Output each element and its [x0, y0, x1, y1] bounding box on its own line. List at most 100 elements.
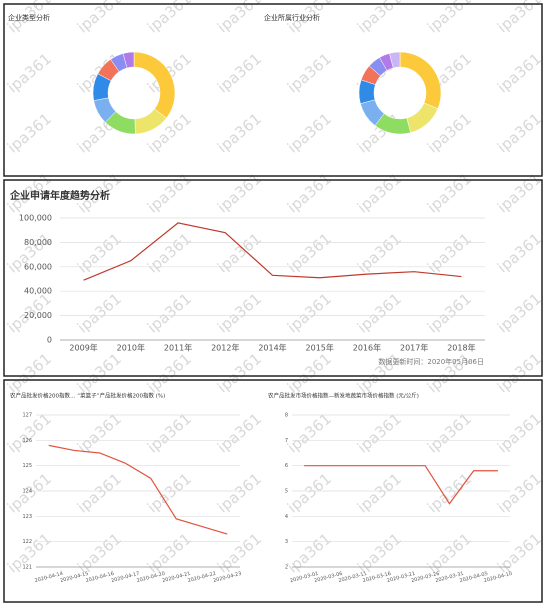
watermark: ipa361 — [354, 230, 405, 277]
watermark: ipa361 — [74, 410, 125, 457]
watermark: ipa361 — [494, 290, 545, 337]
x-tick-label: 2009年 — [69, 343, 97, 353]
line-series — [83, 222, 462, 281]
line-series — [48, 444, 228, 535]
y-tick-label: 122 — [22, 539, 32, 545]
watermark: ipa361 — [4, 110, 55, 157]
panel — [3, 379, 543, 603]
watermark: ipa361 — [74, 290, 125, 337]
watermark: ipa361 — [494, 110, 545, 157]
watermark: ipa361 — [284, 410, 335, 457]
watermark: ipa361 — [144, 230, 195, 277]
chart-title: 企业所属行业分析 — [264, 13, 320, 22]
watermark: ipa361 — [494, 410, 545, 457]
note: 数据更新时间：2020年05月06日 — [378, 357, 484, 366]
y-tick-label: 40,000 — [24, 287, 52, 296]
watermark: ipa361 — [214, 110, 265, 157]
watermark: ipa361 — [214, 530, 265, 577]
x-tick-label: 2014年 — [258, 343, 286, 353]
x-tick-label: 2011年 — [164, 343, 192, 353]
y-tick-label: 121 — [22, 565, 32, 571]
x-tick-label: 2016年 — [353, 343, 381, 353]
watermark: ipa361 — [424, 530, 475, 577]
watermark: ipa361 — [74, 350, 125, 397]
y-tick-label: 80,000 — [24, 238, 52, 247]
y-tick-label: 125 — [22, 463, 32, 469]
watermark: ipa361 — [214, 350, 265, 397]
watermark: ipa361 — [214, 50, 265, 97]
watermark: ipa361 — [74, 0, 125, 37]
panel — [3, 3, 543, 177]
watermark: ipa361 — [214, 410, 265, 457]
panel — [3, 179, 543, 377]
watermark: ipa361 — [214, 470, 265, 517]
chart-title: 企业申请年度趋势分析 — [9, 189, 110, 202]
x-tick-label: 2012年 — [211, 343, 239, 353]
watermark: ipa361 — [354, 530, 405, 577]
donut-slice — [399, 51, 442, 110]
y-tick-label: 6 — [285, 463, 288, 469]
watermark: ipa361 — [284, 290, 335, 337]
donut-slice — [389, 51, 401, 69]
y-tick-label: 60,000 — [24, 262, 52, 271]
x-tick-label: 2015年 — [306, 343, 334, 353]
y-tick-label: 100,000 — [19, 214, 52, 223]
watermark: ipa361 — [494, 50, 545, 97]
y-tick-label: 4 — [285, 514, 288, 520]
watermark-layer: ipa361 ipa361 ipa361 ipa361 ipa361 ipa361 ipa3… — [4, 0, 545, 577]
donut-slice — [406, 102, 439, 133]
watermark: ipa361 — [144, 0, 195, 37]
watermark: ipa361 — [214, 290, 265, 337]
watermark: ipa361 — [354, 470, 405, 517]
watermark: ipa361 — [424, 410, 475, 457]
watermark: ipa361 — [284, 230, 335, 277]
watermark: ipa361 — [494, 350, 545, 397]
x-tick-label: 2020-04-10 — [483, 571, 513, 584]
y-tick-label: 7 — [285, 438, 288, 444]
watermark: ipa361 — [354, 410, 405, 457]
watermark: ipa361 — [144, 530, 195, 577]
watermark: ipa361 — [354, 290, 405, 337]
watermark: ipa361 — [424, 350, 475, 397]
watermark: ipa361 — [354, 350, 405, 397]
watermark: ipa361 — [74, 530, 125, 577]
donut-slice — [122, 51, 135, 69]
watermark: ipa361 — [74, 470, 125, 517]
chart-title: 农产品批发市场价格指数—新发地蔬菜市场价格指数 (元/公斤) — [268, 392, 419, 400]
watermark: ipa361 — [4, 350, 55, 397]
y-tick-label: 5 — [285, 489, 288, 495]
chart-title: 农产品批发价格200指数… “菜篮子”产品批发价格200指数 (%) — [10, 392, 165, 400]
y-tick-label: 8 — [285, 413, 288, 419]
watermark: ipa361 — [284, 530, 335, 577]
watermark: ipa361 — [214, 0, 265, 37]
watermark: ipa361 — [424, 0, 475, 37]
watermark: ipa361 — [284, 350, 335, 397]
y-tick-label: 2 — [285, 565, 288, 571]
y-tick-label: 20,000 — [24, 311, 52, 320]
watermark: ipa361 — [494, 530, 545, 577]
watermark: ipa361 — [144, 350, 195, 397]
watermark: ipa361 — [284, 470, 335, 517]
watermark: ipa361 — [284, 110, 335, 157]
watermark: ipa361 — [74, 230, 125, 277]
watermark: ipa361 — [214, 230, 265, 277]
watermark: ipa361 — [424, 290, 475, 337]
watermark: ipa361 — [284, 50, 335, 97]
y-tick-label: 0 — [47, 336, 52, 345]
y-tick-label: 123 — [22, 514, 32, 520]
watermark: ipa361 — [494, 470, 545, 517]
chart-title: 企业类型分析 — [8, 13, 50, 22]
watermark: ipa361 — [494, 230, 545, 277]
line-series — [304, 465, 498, 505]
y-tick-label: 126 — [22, 438, 32, 444]
watermark: ipa361 — [354, 0, 405, 37]
watermark: ipa361 — [4, 50, 55, 97]
x-tick-label: 2010年 — [117, 343, 145, 353]
y-tick-label: 127 — [22, 413, 32, 419]
watermark: ipa361 — [424, 230, 475, 277]
watermark: ipa361 — [144, 470, 195, 517]
x-tick-label: 2017年 — [400, 343, 428, 353]
y-tick-label: 124 — [22, 489, 32, 495]
